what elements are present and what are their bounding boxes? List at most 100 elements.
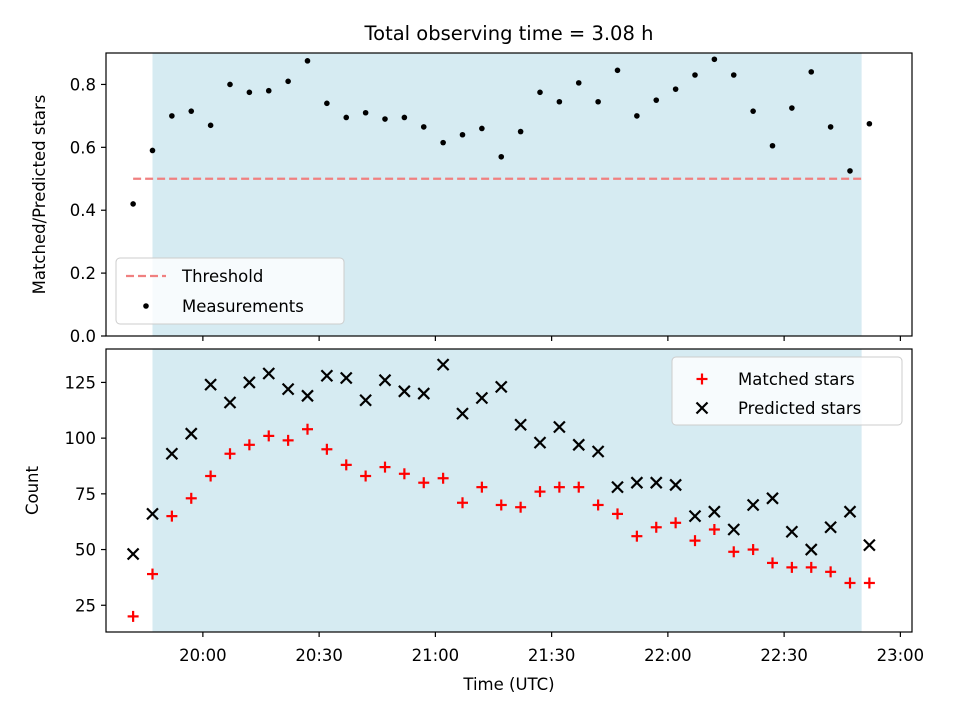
- top-measurements-point-6: [246, 89, 253, 96]
- bottom-predicted-stars-point-17: [456, 407, 469, 420]
- top-measurements-point-13: [382, 116, 388, 122]
- bottom-panel: 25 50 75 100 125 20:00 20:30 21:00 21:30 22:00 22:…: [65, 348, 924, 665]
- bottom-matched-stars-point-33: [767, 557, 778, 569]
- chart-title: Total observing time = 3.08 h: [364, 22, 654, 45]
- bottom-predicted-stars-point-20: [514, 418, 527, 432]
- bottom-predicted-stars-point-21: [533, 436, 547, 449]
- bottom-matched-stars-point-5: [224, 448, 236, 460]
- bottom-matched-stars-point-36: [825, 566, 837, 578]
- top-measurements-point-18: [479, 125, 485, 132]
- bottom-xtick-label-5: 22:30: [760, 646, 808, 665]
- bottom-predicted-stars-point-18-b: [475, 391, 489, 405]
- top-measurements-point-26: [634, 113, 640, 119]
- bottom-matched-stars-point-34: [786, 561, 798, 573]
- bottom-predicted-stars-point-7-b: [262, 367, 276, 380]
- bottom-predicted-stars-point-4: [204, 378, 217, 391]
- bottom-predicted-stars-point-35: [804, 543, 818, 556]
- bottom-matched-stars-point-37: [844, 577, 856, 589]
- bottom-predicted-stars-point-24-b: [591, 445, 605, 458]
- bottom-predicted-stars-point-38-b: [863, 538, 876, 552]
- bottom-predicted-stars-point-14-b: [398, 385, 411, 398]
- bottom-matched-stars-point-11: [340, 459, 352, 471]
- bottom-matched-stars-point-14: [398, 468, 410, 480]
- top-measurements-point-37: [847, 168, 853, 174]
- bottom-predicted-stars-point-2-b: [165, 447, 179, 461]
- top-measurements-point-1: [149, 147, 156, 154]
- bottom-predicted-stars-point-30-b: [708, 505, 721, 518]
- bottom-matched-stars-point-1: [147, 568, 158, 580]
- bottom-predicted-stars-point-17-b: [456, 407, 469, 420]
- bottom-matched-stars-point-4: [205, 470, 217, 482]
- bottom-predicted-stars-point-24: [591, 445, 605, 458]
- bottom-xtick-label-4: 22:00: [644, 646, 692, 665]
- top-measurements-point-16: [440, 139, 446, 146]
- bottom-matched-stars-point-10: [321, 443, 333, 455]
- bottom-predicted-stars-point-21-b: [533, 436, 547, 449]
- bottom-predicted-stars-point-23: [572, 438, 586, 452]
- bottom-xtick-label-3: 21:30: [528, 646, 576, 665]
- bottom-predicted-stars-point-5-b: [223, 396, 237, 409]
- bottom-predicted-stars-point-33-b: [766, 492, 779, 505]
- top-measurements-point-22: [556, 98, 563, 105]
- bottom-xtick-label-1: 20:30: [295, 646, 343, 665]
- bottom-matched-stars-point-21: [534, 486, 546, 498]
- bottom-xtick-label-2: 21:00: [412, 646, 460, 665]
- bottom-matched-stars-point-35: [805, 561, 817, 573]
- bottom-predicted-stars-point-25-b: [611, 480, 624, 494]
- top-measurements-point-10: [324, 100, 330, 107]
- top-measurements-point-15: [420, 124, 427, 130]
- bottom-predicted-stars-point-31: [727, 523, 741, 536]
- bottom-predicted-stars-point-6: [243, 376, 256, 389]
- legend-measurements-label: Measurements: [182, 297, 304, 316]
- top-measurements-point-27: [653, 97, 660, 103]
- bottom-matched-stars-point-32: [747, 544, 759, 556]
- bottom-predicted-stars-point-2: [165, 447, 179, 461]
- bottom-predicted-stars-point-22: [553, 420, 566, 434]
- top-measurements-point-11: [343, 114, 350, 121]
- bottom-predicted-stars-point-1: [146, 507, 159, 521]
- bottom-matched-stars-point-38: [863, 577, 875, 589]
- bottom-predicted-stars-point-20-b: [514, 418, 527, 432]
- bottom-predicted-stars-point-11-b: [339, 371, 353, 385]
- bottom-matched-stars-point-2: [166, 510, 178, 522]
- legend-matched-label: Matched stars: [738, 370, 855, 389]
- top-ytick-label-2: 0.4: [70, 201, 96, 220]
- bottom-matched-stars-point-8: [282, 434, 294, 446]
- top-measurements-point-24: [595, 98, 601, 105]
- bottom-matched-stars-point-18: [476, 481, 488, 493]
- top-measurements-point-12: [362, 109, 369, 116]
- bottom-matched-stars-point-16: [437, 472, 449, 484]
- bottom-ytick-label-4: 125: [65, 373, 97, 392]
- top-panel: 0.0 0.2 0.4 0.6 0.8 Threshold Measurements: [70, 52, 913, 346]
- bottom-matched-stars-point-26: [631, 530, 643, 542]
- bottom-predicted-stars-point-27-b: [649, 476, 663, 489]
- legend-predicted-swatch: [695, 401, 709, 415]
- top-ytick-label-1: 0.2: [70, 264, 96, 283]
- top-measurements-point-9: [304, 58, 311, 64]
- bottom-matched-stars-point-27: [650, 521, 662, 533]
- bottom-predicted-stars-point-8: [281, 382, 295, 396]
- top-measurements-point-36: [827, 124, 834, 130]
- bottom-predicted-stars-point-0-b: [126, 547, 140, 561]
- bottom-predicted-stars-point-5: [223, 396, 237, 409]
- bottom-predicted-stars-point-35-b: [804, 543, 818, 556]
- bottom-predicted-stars-point-10-b: [320, 369, 334, 383]
- bottom-matched-stars-point-23: [573, 481, 585, 493]
- bottom-matched-stars-point-7: [263, 430, 275, 442]
- bottom-predicted-stars-point-34: [785, 525, 799, 539]
- bottom-predicted-stars-point-4-b: [204, 378, 217, 391]
- bottom-predicted-stars-point-19: [494, 380, 508, 394]
- bottom-matched-stars-point-24: [592, 499, 604, 511]
- top-axes-frame: [105, 52, 913, 337]
- top-measurements-point-32: [750, 108, 756, 114]
- bottom-predicted-stars-point-28: [669, 478, 682, 492]
- top-measurements-point-31: [730, 72, 737, 78]
- bottom-matched-stars-point-3: [185, 492, 197, 504]
- top-measurements-point-14: [401, 114, 408, 121]
- bottom-predicted-stars-point-32-b: [746, 498, 760, 512]
- top-measurements-point-5: [227, 81, 233, 88]
- top-y-axis-label: Matched/Predicted stars: [30, 95, 49, 295]
- bottom-predicted-stars-point-11: [339, 371, 353, 385]
- bottom-predicted-stars-point-9-b: [301, 389, 314, 403]
